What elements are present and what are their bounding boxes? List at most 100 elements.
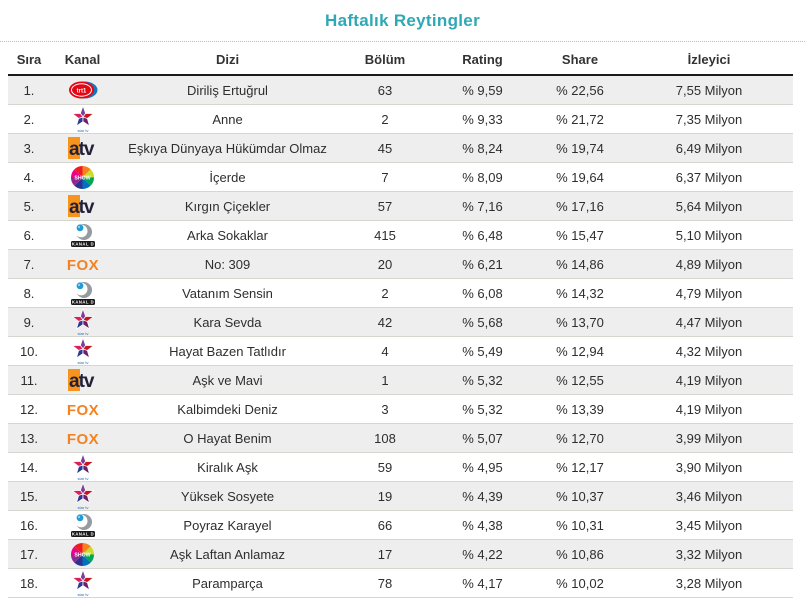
rank-cell: 18. [8,568,50,598]
share-value: % 19,74 [535,133,625,163]
episode-count: 17 [340,539,430,569]
rating-value: % 5,07 [430,423,535,453]
channel-cell: atv [50,365,115,395]
share-value: % 22,56 [535,75,625,105]
channel-cell: SHOW [50,539,115,569]
svg-text:FOX: FOX [67,431,99,447]
kanald-logo-icon: KANAL D [50,512,115,539]
show-logo-icon: SHOW [50,541,115,568]
share-value: % 13,39 [535,394,625,424]
series-title: İçerde [115,162,340,192]
rating-value: % 4,38 [430,510,535,540]
rank-cell: 2. [8,104,50,134]
channel-cell: trt1 [50,75,115,105]
rating-value: % 7,16 [430,191,535,221]
channel-cell: star tv [50,452,115,482]
episode-count: 19 [340,481,430,511]
table-row: 17. SHOW Aşk Laftan Anlamaz 17% 4,22% 10,86… [8,539,793,569]
series-title: Aşk ve Mavi [115,365,340,395]
rating-value: % 4,22 [430,539,535,569]
atv-logo-icon: atv [50,135,115,162]
share-value: % 13,70 [535,307,625,337]
episode-count: 2 [340,278,430,308]
svg-text:SHOW: SHOW [74,552,90,558]
rank-cell: 8. [8,278,50,308]
rating-value: % 6,08 [430,278,535,308]
rank-cell: 1. [8,75,50,105]
viewers-value: 4,19 Milyon [625,365,793,395]
rank-cell: 15. [8,481,50,511]
episode-count: 1 [340,365,430,395]
rating-value: % 5,49 [430,336,535,366]
kanald-logo-icon: KANAL D [50,280,115,307]
share-value: % 12,55 [535,365,625,395]
channel-cell: star tv [50,481,115,511]
series-title: Arka Sokaklar [115,220,340,250]
star-logo-icon: star tv [50,482,115,510]
episode-count: 63 [340,75,430,105]
series-title: O Hayat Benim [115,423,340,453]
rating-value: % 6,48 [430,220,535,250]
episode-count: 4 [340,336,430,366]
svg-text:star tv: star tv [77,360,88,365]
rating-value: % 8,24 [430,133,535,163]
share-value: % 21,72 [535,104,625,134]
table-row: 5. atv Kırgın Çiçekler 57% 7,16% 17,16 5,64 … [8,191,793,221]
svg-text:star tv: star tv [77,476,88,481]
star-logo-icon: star tv [50,105,115,133]
table-row: 6. KANAL D Arka Sokaklar 415% 6,48% 15,47 5,… [8,220,793,250]
svg-text:KANAL D: KANAL D [71,242,93,247]
share-value: % 10,86 [535,539,625,569]
table-row: 15. star tv Yüksek Sosyete 19% 4,39% 10,37 3… [8,481,793,511]
viewers-value: 3,28 Milyon [625,568,793,598]
rank-cell: 17. [8,539,50,569]
channel-cell: star tv [50,568,115,598]
column-header-dizi: Dizi [115,42,340,76]
episode-count: 78 [340,568,430,598]
viewers-value: 3,99 Milyon [625,423,793,453]
fox-logo-icon: FOX [50,425,115,452]
star-logo-icon: star tv [50,569,115,597]
table-row: 13. FOX O Hayat Benim 108% 5,07% 12,70 3,99 … [8,423,793,453]
rank-cell: 6. [8,220,50,250]
star-logo-icon: star tv [50,337,115,365]
table-row: 8. KANAL D Vatanım Sensin 2% 6,08% 14,32 4,7… [8,278,793,308]
rank-cell: 16. [8,510,50,540]
ratings-table: Sıra Kanal Dizi Bölüm Rating Share İzleyici 1.… [8,42,793,598]
svg-text:FOX: FOX [67,402,99,418]
episode-count: 42 [340,307,430,337]
rating-value: % 8,09 [430,162,535,192]
svg-text:KANAL D: KANAL D [71,300,93,305]
svg-text:atv: atv [69,139,95,159]
channel-cell: FOX [50,249,115,279]
series-title: Kiralık Aşk [115,452,340,482]
share-value: % 12,17 [535,452,625,482]
episode-count: 20 [340,249,430,279]
episode-count: 108 [340,423,430,453]
series-title: Vatanım Sensin [115,278,340,308]
rank-cell: 7. [8,249,50,279]
svg-text:star tv: star tv [77,505,88,510]
svg-text:atv: atv [69,371,95,391]
svg-text:star tv: star tv [77,331,88,336]
series-title: Anne [115,104,340,134]
viewers-value: 7,35 Milyon [625,104,793,134]
rating-value: % 5,68 [430,307,535,337]
rank-cell: 11. [8,365,50,395]
table-row: 3. atv Eşkıya Dünyaya Hükümdar Olmaz 45% 8,… [8,133,793,163]
share-value: % 10,02 [535,568,625,598]
table-row: 14. star tv Kiralık Aşk 59% 4,95% 12,17 3,90… [8,452,793,482]
table-body: 1. trt1 Diriliş Ertuğrul 63% 9,59% 22,56 7,5… [8,75,793,598]
series-title: Aşk Laftan Anlamaz [115,539,340,569]
rank-cell: 10. [8,336,50,366]
channel-cell: atv [50,133,115,163]
viewers-value: 5,10 Milyon [625,220,793,250]
table-row: 11. atv Aşk ve Mavi 1% 5,32% 12,55 4,19 Mily… [8,365,793,395]
channel-cell: KANAL D [50,220,115,250]
rank-cell: 12. [8,394,50,424]
svg-text:star tv: star tv [77,128,88,133]
episode-count: 415 [340,220,430,250]
viewers-value: 3,45 Milyon [625,510,793,540]
svg-text:star tv: star tv [77,592,88,597]
share-value: % 10,37 [535,481,625,511]
